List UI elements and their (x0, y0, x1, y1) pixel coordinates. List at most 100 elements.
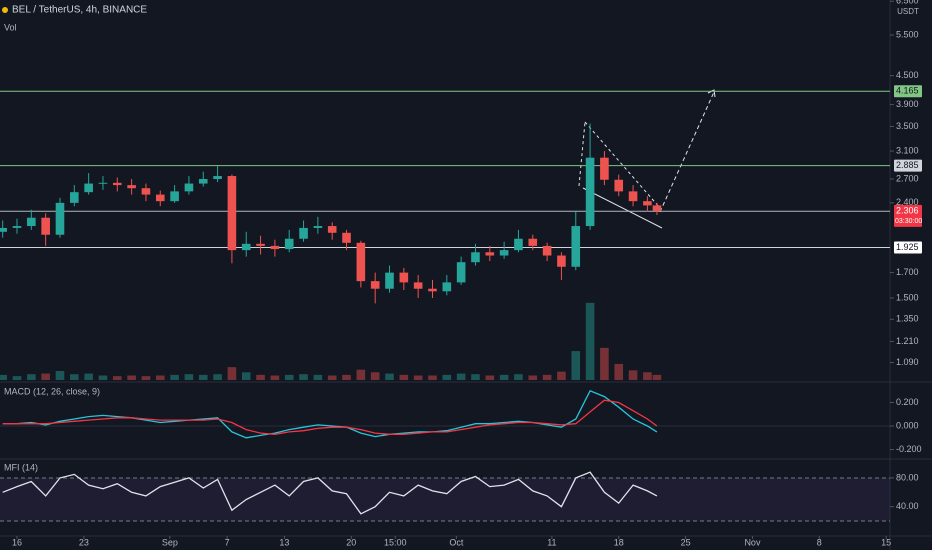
level-label: 1.925 (896, 242, 919, 252)
candle-body (557, 255, 566, 267)
volume-bar (499, 374, 509, 380)
volume-bar (155, 375, 165, 380)
volume-bar (442, 374, 452, 380)
x-tick-label: 15 (881, 537, 891, 547)
volume-bar (327, 375, 337, 380)
volume-bar (227, 367, 237, 380)
pattern-line (582, 187, 663, 229)
indicator-line (2, 471, 658, 515)
x-tick-label: 20 (346, 537, 356, 547)
volume-bar (55, 371, 65, 380)
x-tick-label: 25 (681, 537, 691, 547)
currency-label: USDT (897, 7, 919, 16)
candle-body (241, 243, 251, 251)
candle-body (41, 217, 50, 235)
y-tick-label: 3.500 (896, 121, 919, 131)
candle-body (628, 191, 638, 202)
pattern-line (578, 121, 586, 187)
volume-label: Vol (4, 22, 17, 32)
y-tick-label: 0.200 (896, 397, 919, 407)
y-tick-label: 1.500 (896, 292, 919, 302)
symbol-icon (2, 7, 8, 13)
candle-body (356, 242, 366, 282)
candle-body (327, 226, 337, 233)
candle-body (227, 176, 237, 251)
candle-body (585, 157, 595, 227)
candle-body (112, 182, 122, 186)
volume-bar (342, 374, 351, 380)
volume-bar (213, 374, 222, 380)
candle-body (155, 194, 165, 202)
candle-body (399, 272, 409, 283)
y-tick-label: 1.700 (896, 267, 919, 277)
volume-bar (614, 363, 624, 380)
pattern-line (584, 121, 661, 209)
arrow-head (707, 89, 716, 98)
volume-bar (284, 374, 294, 380)
volume-bar (70, 374, 79, 380)
volume-bar (127, 375, 136, 380)
y-tick-label: 2.400 (896, 197, 919, 207)
candle-body (127, 185, 136, 189)
y-tick-label: -0.200 (896, 444, 922, 454)
x-tick-label: 23 (79, 537, 89, 547)
x-tick-label: 7 (225, 537, 230, 547)
level-label-box (894, 159, 922, 172)
volume-bar (370, 372, 380, 380)
volume-bar (557, 371, 566, 380)
volume-bar (112, 376, 122, 380)
y-tick-label: 5.500 (896, 29, 919, 39)
volume-bar (84, 373, 93, 380)
candle-body (342, 232, 351, 243)
candle-body (442, 282, 452, 292)
x-tick-label: 13 (279, 537, 289, 547)
candle-body (385, 272, 394, 289)
x-tick-label: 15:00 (384, 537, 407, 547)
indicator-line (2, 389, 658, 439)
candle-body (0, 227, 7, 232)
volume-bar (98, 375, 108, 380)
x-tick-label: Nov (744, 537, 761, 547)
mfi-label: MFI (14) (4, 462, 38, 472)
y-tick-label: 3.100 (896, 145, 919, 155)
x-tick-label: 16 (12, 537, 22, 547)
volume-bar (184, 374, 194, 380)
countdown-label: 03:30:00 (895, 218, 922, 225)
candle-body (12, 226, 22, 228)
candle-body (456, 262, 466, 283)
level-label-box (894, 241, 922, 254)
volume-bar (643, 372, 652, 380)
y-tick-label: 4.500 (896, 70, 919, 80)
volume-bar (41, 373, 50, 380)
candle-body (313, 226, 323, 228)
level-label: 2.885 (896, 160, 919, 170)
candle-body (184, 183, 194, 192)
candle-body (213, 176, 222, 180)
y-tick-label: 40.00 (896, 501, 919, 511)
volume-bar (514, 374, 523, 380)
projection-arrow (659, 91, 715, 213)
y-tick-label: 6.500 (896, 0, 919, 6)
candle-body (571, 226, 581, 267)
last-price-box (894, 204, 922, 227)
candle-body (170, 191, 179, 202)
symbol-title: BEL / TetherUS, 4h, BINANCE (12, 5, 147, 16)
volume-bar (399, 374, 409, 380)
x-tick-label: 18 (614, 537, 624, 547)
x-tick-label: Oct (449, 537, 464, 547)
band-fill (0, 477, 890, 522)
candle-body (514, 238, 523, 251)
volume-bar (485, 375, 495, 380)
level-label-box (894, 85, 922, 98)
volume-bar (141, 376, 151, 380)
volume-bar (27, 374, 36, 380)
candle-body (198, 179, 208, 184)
volume-bar (456, 373, 466, 380)
candle-body (643, 201, 652, 206)
candle-body (370, 281, 380, 289)
candle-body (652, 205, 662, 211)
volume-bar (256, 374, 265, 380)
macd-label: MACD (12, 26, close, 9) (4, 386, 100, 396)
candle-body (141, 188, 151, 195)
